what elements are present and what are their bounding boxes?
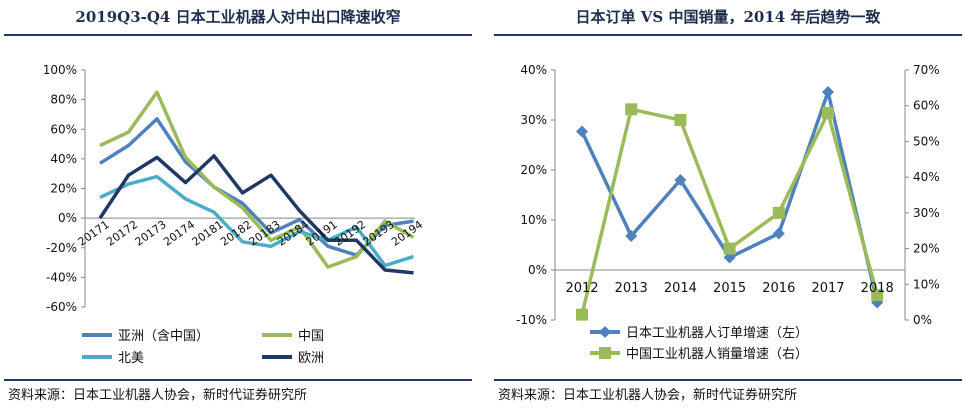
right-right-y-tick-label: 70% — [913, 63, 940, 77]
left-legend-label: 亚洲（含中国） — [118, 328, 209, 344]
left-y-tick-label: 40% — [50, 152, 77, 166]
right-x-tick-label: 2017 — [811, 281, 844, 296]
right-chart-panel: 日本订单 VS 中国销量，2014 年后趋势一致 -10% 0% 10% 20% 30%… — [490, 0, 966, 413]
left-y-tick-label: 20% — [50, 182, 77, 196]
right-series-point-1 — [871, 289, 884, 301]
left-x-tick-label: 20193 — [361, 218, 397, 249]
left-x-tick-label: 20181 — [190, 218, 226, 249]
right-x-tick-label: 2014 — [664, 281, 697, 296]
right-series-point-0 — [625, 230, 638, 242]
right-series-point-1 — [723, 242, 736, 255]
left-source-note: 资料来源：日本工业机器人协会，新时代证券研究所 — [8, 388, 308, 403]
left-x-tick-label: 20173 — [133, 218, 169, 249]
right-x-tick-label: 2015 — [713, 281, 746, 296]
right-left-y-tick-label: 30% — [520, 113, 547, 127]
left-y-tick-label: 60% — [50, 122, 77, 136]
right-line-chart: -10% 0% 10% 20% 30% 40% 0% 10% 20% 30% 40% 50% 60% 70… — [516, 63, 940, 362]
left-x-tick-label: 20174 — [161, 218, 197, 249]
left-y-tick-label: -60% — [46, 300, 77, 314]
right-x-tick-label: 2013 — [615, 281, 648, 296]
left-source-divider — [4, 379, 472, 381]
right-series-point-0 — [822, 86, 834, 98]
right-right-y-tick-label: 30% — [913, 206, 940, 220]
right-series-point-1 — [822, 106, 834, 119]
right-right-y-tick-label: 60% — [913, 99, 940, 113]
right-legend-marker — [599, 347, 611, 359]
right-left-y-tick-label: 10% — [520, 213, 547, 227]
left-y-tick-label: -20% — [46, 241, 77, 255]
right-series-point-0 — [674, 174, 687, 186]
right-x-tick-label: 2018 — [861, 281, 894, 296]
left-x-tick-label: 20172 — [104, 218, 140, 249]
left-series-line-2 — [99, 174, 415, 268]
right-source-divider — [494, 379, 962, 381]
left-x-tick-label: 20171 — [76, 218, 112, 249]
right-series-point-1 — [625, 103, 638, 116]
right-right-y-tick-label: 10% — [913, 277, 940, 291]
left-chart-title: 2019Q3-Q4 日本工业机器人对中出口降速收窄 — [75, 8, 401, 26]
right-chart-title: 日本订单 VS 中国销量，2014 年后趋势一致 — [575, 8, 881, 26]
right-right-y-tick-label: 50% — [913, 134, 940, 148]
left-y-tick-label: 0% — [58, 211, 77, 225]
right-title-divider — [494, 34, 962, 36]
left-legend-label: 中国 — [298, 329, 324, 344]
right-series-point-1 — [772, 206, 785, 219]
left-title-divider — [4, 34, 472, 36]
right-left-y-tick-label: 20% — [520, 163, 547, 177]
right-right-y-tick-label: 40% — [913, 170, 940, 184]
right-left-y-tick-label: 0% — [528, 263, 547, 277]
right-left-y-tick-label: 40% — [520, 63, 547, 77]
right-legend-marker — [599, 326, 611, 338]
right-series-point-0 — [576, 125, 588, 138]
right-source-note: 资料来源：日本工业机器人协会，新时代证券研究所 — [498, 388, 798, 403]
left-y-tick-label: 80% — [50, 93, 77, 107]
right-right-y-tick-label: 20% — [913, 242, 940, 256]
left-line-chart: -60% -40% -20% 0% 20% 40% 60% 80% 100% 2017120172… — [43, 63, 426, 366]
right-series-point-1 — [674, 114, 687, 126]
right-series-point-1 — [576, 308, 588, 321]
left-series-line-1 — [99, 90, 415, 269]
right-right-y-tick-label: 0% — [913, 313, 932, 327]
left-legend-label: 北美 — [118, 351, 144, 366]
left-series-line-3 — [98, 154, 414, 275]
left-y-tick-label: -40% — [46, 270, 77, 284]
right-x-tick-label: 2016 — [762, 281, 795, 296]
right-series-point-0 — [772, 227, 785, 240]
right-legend-label: 中国工业机器人销量增速（右） — [626, 347, 808, 362]
right-x-tick-label: 2012 — [565, 281, 598, 296]
left-legend-label: 欧洲 — [298, 351, 324, 366]
right-left-y-tick-label: -10% — [516, 313, 547, 327]
right-legend-label: 日本工业机器人订单增速（左） — [626, 326, 808, 341]
left-y-tick-label: 100% — [43, 63, 77, 77]
left-chart-panel: 2019Q3-Q4 日本工业机器人对中出口降速收窄 -60% -40% -20% 0%… — [0, 0, 476, 413]
